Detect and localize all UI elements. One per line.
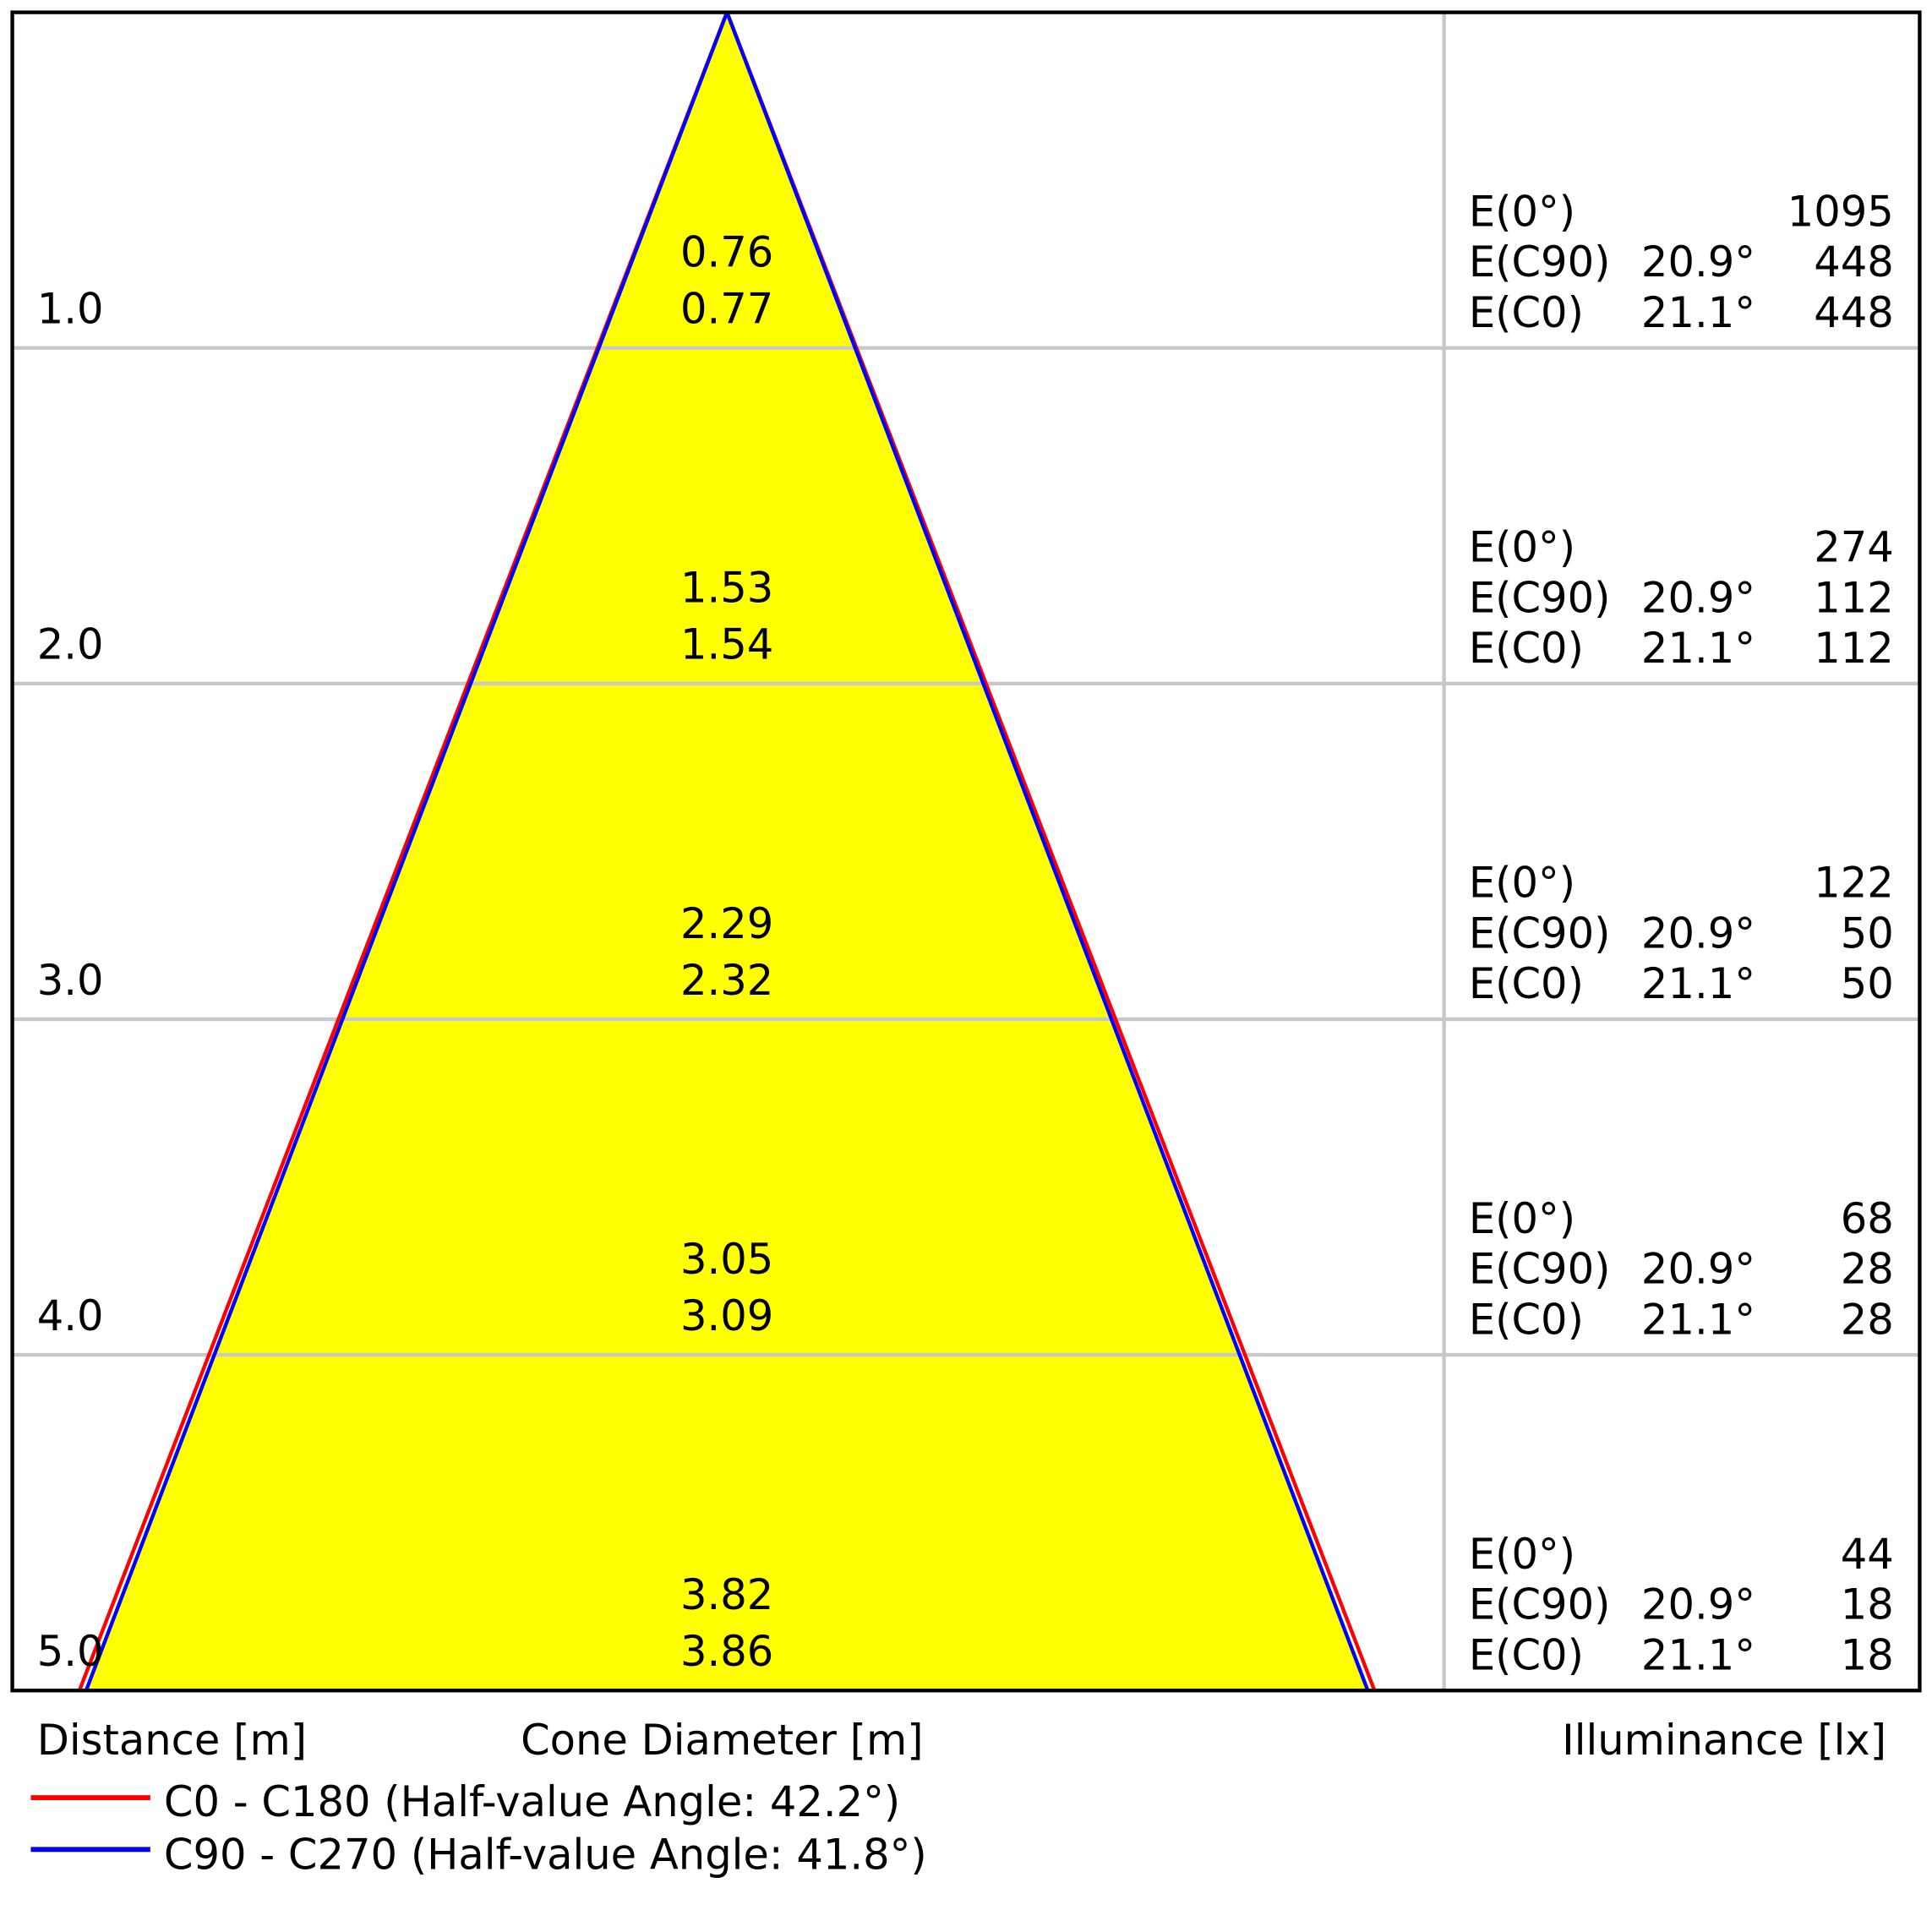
illuminance-value: 18 bbox=[1841, 1580, 1894, 1629]
illuminance-value: 28 bbox=[1841, 1295, 1894, 1344]
diameter-label-c90: 0.76 bbox=[680, 227, 773, 276]
illuminance-angle: 20.9° bbox=[1641, 237, 1755, 287]
cone-edge-left-c90 bbox=[84, 12, 729, 1691]
illuminance-label: E(0°) bbox=[1469, 1530, 1575, 1579]
illuminance-value: 28 bbox=[1841, 1245, 1894, 1294]
illuminance-value: 448 bbox=[1814, 237, 1894, 287]
distance-label: 2.0 bbox=[37, 620, 104, 669]
distance-label: 1.0 bbox=[37, 285, 104, 334]
illuminance-label: E(0°) bbox=[1469, 1194, 1575, 1243]
illuminance-value: 112 bbox=[1814, 573, 1894, 622]
illuminance-value: 44 bbox=[1841, 1530, 1894, 1579]
diameter-label-c0: 1.54 bbox=[680, 620, 773, 669]
diameter-label-c90: 1.53 bbox=[680, 564, 773, 613]
illuminance-angle: 21.1° bbox=[1641, 1295, 1755, 1344]
diameter-label-c0: 3.86 bbox=[680, 1627, 773, 1676]
illuminance-value: 112 bbox=[1814, 624, 1894, 673]
illuminance-value: 1095 bbox=[1787, 187, 1894, 236]
illuminance-label: E(0°) bbox=[1469, 187, 1575, 236]
illuminance-value: 18 bbox=[1841, 1630, 1894, 1679]
illuminance-angle: 21.1° bbox=[1641, 624, 1755, 673]
illuminance-label: E(C0) bbox=[1469, 1630, 1584, 1679]
illuminance-label: E(C90) bbox=[1469, 1580, 1611, 1629]
diameter-label-c0: 2.32 bbox=[680, 956, 773, 1005]
illuminance-angle: 21.1° bbox=[1641, 288, 1755, 337]
legend: C0 - C180 (Half-value Angle: 42.2°) C90 … bbox=[30, 1777, 927, 1880]
illuminance-label: E(C90) bbox=[1469, 909, 1611, 958]
illuminance-value: 50 bbox=[1841, 909, 1894, 958]
illuminance-label: E(0°) bbox=[1469, 523, 1575, 572]
diameter-axis-label: Cone Diameter [m] bbox=[521, 1716, 924, 1765]
illuminance-value: 68 bbox=[1841, 1194, 1894, 1243]
illuminance-label: E(C0) bbox=[1469, 1295, 1584, 1344]
illuminance-angle: 21.1° bbox=[1641, 1630, 1755, 1679]
diameter-label-c90: 3.82 bbox=[680, 1570, 773, 1619]
plot-frame bbox=[10, 10, 1922, 1693]
diameter-label-c90: 3.05 bbox=[680, 1235, 773, 1284]
illuminance-angle: 20.9° bbox=[1641, 1245, 1755, 1294]
illuminance-angle: 20.9° bbox=[1641, 909, 1755, 958]
illuminance-label: E(C90) bbox=[1469, 573, 1611, 622]
diameter-label-c90: 2.29 bbox=[680, 899, 773, 948]
distance-axis-label: Distance [m] bbox=[37, 1716, 307, 1765]
illuminance-label: E(C90) bbox=[1469, 237, 1611, 287]
plot-area: 1.0 0.76 0.77 E(0°) 1095 E(C90) 20.9° 448 E(C0) 2… bbox=[10, 10, 1922, 1693]
illuminance-angle: 20.9° bbox=[1641, 1580, 1755, 1629]
legend-label-c90: C90 - C270 (Half-value Angle: 41.8°) bbox=[164, 1831, 927, 1880]
distance-label: 4.0 bbox=[37, 1291, 104, 1340]
diameter-label-c0: 0.77 bbox=[680, 285, 773, 334]
illuminance-axis-label: Illuminance [lx] bbox=[1562, 1716, 1886, 1765]
illuminance-label: E(C0) bbox=[1469, 288, 1584, 337]
illuminance-value: 50 bbox=[1841, 959, 1894, 1008]
illuminance-label: E(C90) bbox=[1469, 1245, 1611, 1294]
illuminance-value: 274 bbox=[1814, 523, 1894, 572]
distance-label: 3.0 bbox=[37, 956, 104, 1005]
illuminance-label: E(C0) bbox=[1469, 624, 1584, 673]
illuminance-angle: 20.9° bbox=[1641, 573, 1755, 622]
distance-label: 5.0 bbox=[37, 1627, 104, 1676]
cone-fill bbox=[85, 12, 1368, 1691]
illuminance-value: 448 bbox=[1814, 288, 1894, 337]
legend-label-c0: C0 - C180 (Half-value Angle: 42.2°) bbox=[164, 1777, 900, 1826]
illuminance-value: 122 bbox=[1814, 859, 1894, 908]
illuminance-label: E(C0) bbox=[1469, 959, 1584, 1008]
illuminance-angle: 21.1° bbox=[1641, 959, 1755, 1008]
cone-edge-right-c90 bbox=[725, 12, 1370, 1691]
illuminance-label: E(0°) bbox=[1469, 859, 1575, 908]
diameter-label-c0: 3.09 bbox=[680, 1291, 773, 1340]
